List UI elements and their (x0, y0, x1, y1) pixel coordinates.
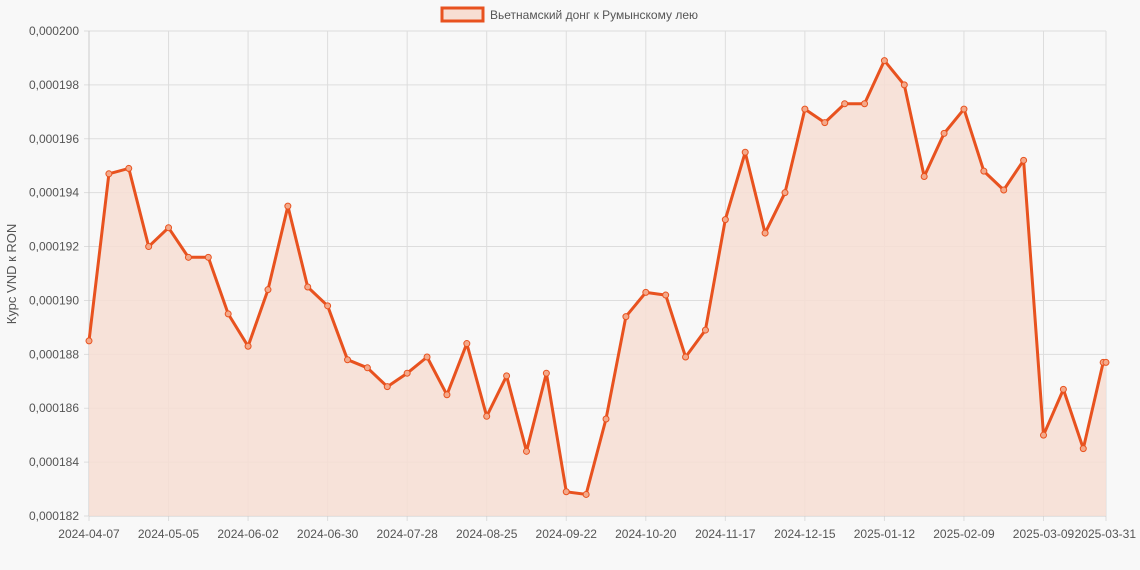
data-point (980, 167, 988, 175)
x-tick-label: 2024-06-30 (297, 527, 359, 541)
y-tick-label: 0,000198 (29, 78, 79, 92)
y-axis-ticks: 0,000182 0,000184 0,000186 0,000188 0,000190… (29, 24, 79, 523)
data-point (184, 253, 192, 261)
x-tick-label: 2025-01-12 (854, 527, 916, 541)
data-point (682, 353, 690, 361)
data-point (861, 100, 869, 108)
series-area (89, 60, 1106, 516)
x-tick-label: 2024-07-28 (376, 527, 438, 541)
data-point (1000, 186, 1008, 194)
data-point (1102, 358, 1110, 366)
x-tick-label: 2024-04-07 (58, 527, 120, 541)
data-point (920, 173, 928, 180)
legend-swatch[interactable] (440, 6, 485, 23)
data-point (145, 243, 153, 251)
data-point (522, 447, 530, 455)
x-tick-label: 2025-03-09 (1013, 527, 1075, 541)
series-area-fill (89, 60, 1106, 516)
y-tick-label: 0,000182 (29, 509, 79, 523)
data-point (841, 100, 849, 108)
y-tick-label: 0,000186 (29, 401, 79, 415)
data-point (503, 372, 511, 380)
data-point (483, 412, 491, 420)
data-point (741, 148, 749, 156)
data-point (622, 313, 630, 321)
data-point (125, 164, 133, 172)
y-tick-label: 0,000200 (29, 24, 79, 38)
data-point (423, 353, 431, 361)
data-point (701, 326, 709, 334)
data-point (244, 342, 252, 350)
data-point (801, 105, 809, 113)
data-point (1040, 431, 1048, 439)
data-point (542, 369, 550, 377)
data-point (204, 253, 212, 261)
x-tick-label: 2024-08-25 (456, 527, 518, 541)
y-axis-title: Курс VND к RON (4, 224, 19, 325)
legend[interactable]: Вьетнамский донг к Румынскому лею (440, 6, 698, 23)
y-tick-label: 0,000196 (29, 132, 79, 146)
series-points (85, 57, 1110, 498)
data-point (403, 369, 411, 377)
data-point (562, 488, 570, 496)
data-point (344, 356, 352, 364)
data-point (363, 364, 371, 372)
y-tick-label: 0,000194 (29, 186, 79, 200)
x-axis-ticks: 2024-04-07 2024-05-05 2024-06-02 2024-06-30… (58, 527, 1136, 541)
data-point (940, 129, 948, 137)
data-point (602, 415, 610, 423)
data-point (781, 189, 789, 197)
x-tick-label: 2025-02-09 (933, 527, 995, 541)
data-point (1079, 445, 1087, 453)
data-point (960, 105, 968, 113)
data-point (642, 288, 650, 296)
x-tick-label: 2024-12-15 (774, 527, 836, 541)
data-point (443, 391, 451, 399)
data-point (264, 286, 272, 294)
data-point (821, 119, 829, 127)
data-point (224, 310, 232, 318)
data-point (165, 224, 173, 232)
data-point (721, 216, 729, 224)
y-tick-label: 0,000188 (29, 347, 79, 361)
data-point (662, 291, 670, 299)
x-tick-label: 2024-06-02 (217, 527, 279, 541)
data-point (761, 229, 769, 237)
x-tick-label: 2025-03-31 (1075, 527, 1137, 541)
y-tick-label: 0,000192 (29, 240, 79, 254)
data-point (304, 283, 312, 291)
data-point (284, 202, 292, 210)
data-point (463, 340, 471, 348)
x-tick-label: 2024-05-05 (138, 527, 200, 541)
x-tick-label: 2024-10-20 (615, 527, 677, 541)
data-point (105, 170, 113, 178)
data-point (1020, 156, 1028, 164)
data-point (383, 383, 391, 391)
data-point (85, 337, 93, 345)
y-tick-label: 0,000184 (29, 455, 79, 469)
data-point (900, 81, 908, 89)
y-tick-label: 0,000190 (29, 293, 79, 307)
data-point (582, 490, 590, 498)
data-point (1059, 385, 1067, 393)
data-point (880, 57, 888, 65)
legend-label[interactable]: Вьетнамский донг к Румынскому лею (490, 8, 698, 22)
x-tick-label: 2024-11-17 (695, 527, 756, 541)
data-point (324, 302, 332, 310)
x-tick-label: 2024-09-22 (536, 527, 598, 541)
